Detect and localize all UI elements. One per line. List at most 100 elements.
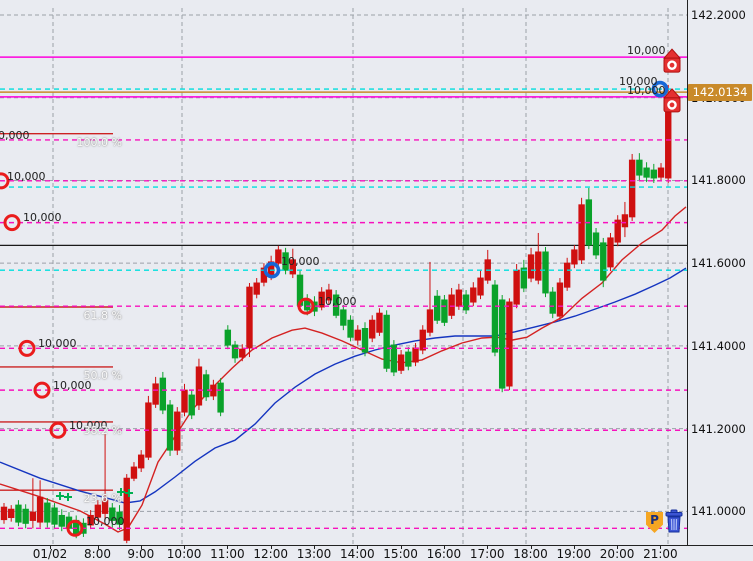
candle-body bbox=[513, 269, 520, 305]
current-price-badge: 142.0134 bbox=[688, 84, 752, 101]
order-marker-circle[interactable] bbox=[49, 421, 67, 439]
candle-body bbox=[563, 262, 571, 288]
order-marker-circle[interactable] bbox=[0, 172, 10, 190]
candle-body bbox=[397, 354, 405, 371]
candle-body bbox=[592, 232, 600, 256]
candle-body bbox=[159, 377, 167, 411]
candle-body bbox=[376, 312, 383, 333]
candle-body bbox=[44, 502, 51, 523]
candle-body bbox=[470, 287, 477, 303]
candle-body bbox=[318, 291, 325, 308]
candle-body bbox=[441, 299, 448, 323]
candle-body bbox=[181, 389, 188, 413]
candle-body bbox=[15, 504, 22, 523]
candle-body bbox=[289, 259, 297, 275]
candle-body bbox=[643, 167, 650, 178]
candle-body bbox=[535, 251, 542, 281]
candle-body bbox=[137, 454, 145, 469]
candle-body bbox=[621, 214, 629, 228]
candle-body bbox=[578, 204, 585, 261]
candle-body bbox=[614, 219, 621, 243]
candle-body bbox=[520, 267, 528, 289]
candle-body bbox=[123, 477, 130, 541]
candle-body bbox=[636, 159, 643, 176]
candle-body bbox=[347, 319, 354, 338]
order-pin-ring-icon bbox=[667, 100, 677, 110]
candle-body bbox=[224, 329, 232, 346]
candle-body bbox=[340, 309, 347, 326]
candle-body bbox=[239, 348, 246, 358]
candle-body bbox=[22, 508, 29, 524]
candle-body bbox=[94, 504, 102, 518]
candle-body bbox=[325, 289, 333, 301]
candle-body bbox=[405, 351, 412, 367]
order-pin-ring-icon bbox=[667, 60, 677, 70]
candle-body bbox=[390, 344, 398, 373]
candle-body bbox=[361, 328, 369, 353]
candle-body bbox=[195, 366, 203, 406]
candle-body bbox=[542, 251, 549, 294]
candle-body bbox=[0, 506, 8, 521]
candle-body bbox=[498, 299, 506, 389]
candle-body bbox=[650, 169, 657, 179]
candle-body bbox=[455, 289, 463, 307]
candle-body bbox=[231, 344, 239, 359]
candle-body bbox=[600, 242, 607, 281]
candle-body bbox=[188, 394, 195, 416]
candle-body bbox=[571, 249, 578, 265]
candle-body bbox=[130, 466, 138, 479]
candle-body bbox=[58, 514, 65, 527]
candle-body bbox=[434, 295, 441, 321]
candle-body bbox=[354, 329, 361, 341]
price-axis[interactable] bbox=[687, 0, 753, 545]
trash-icon[interactable] bbox=[664, 509, 684, 534]
candle-body bbox=[556, 282, 564, 317]
order-marker-circle[interactable] bbox=[18, 339, 36, 357]
candle-body bbox=[506, 301, 513, 387]
candle-body bbox=[412, 347, 419, 363]
ma-slow-line bbox=[0, 267, 687, 504]
candle-body bbox=[202, 374, 210, 398]
candle-body bbox=[51, 507, 58, 525]
order-pin-icon[interactable] bbox=[662, 48, 682, 59]
candle-body bbox=[448, 294, 455, 316]
order-marker-circle[interactable] bbox=[3, 214, 21, 232]
order-pin-icon[interactable] bbox=[663, 97, 681, 113]
candle-body bbox=[29, 511, 37, 521]
candle-body bbox=[628, 159, 636, 218]
candle-body bbox=[419, 329, 426, 351]
order-marker-circle-blue[interactable] bbox=[651, 80, 669, 98]
candle-body bbox=[477, 277, 484, 296]
candle-body bbox=[383, 314, 390, 369]
order-marker-circle[interactable] bbox=[33, 381, 51, 399]
candle-body bbox=[282, 252, 289, 271]
order-marker-circle[interactable] bbox=[297, 297, 315, 315]
order-pin-icon[interactable] bbox=[663, 57, 681, 73]
time-axis[interactable] bbox=[0, 545, 753, 561]
candle-body bbox=[101, 499, 109, 514]
candle-body bbox=[275, 249, 282, 264]
candle-body bbox=[109, 507, 116, 521]
candle-body bbox=[174, 411, 181, 451]
candle-body bbox=[116, 511, 123, 525]
candle-body bbox=[369, 319, 376, 339]
candle-body bbox=[462, 294, 470, 311]
candle-body bbox=[491, 284, 499, 353]
order-marker-circle-blue[interactable] bbox=[263, 261, 281, 279]
candle-body bbox=[607, 237, 614, 268]
candle-body bbox=[152, 383, 159, 405]
candle-body bbox=[8, 508, 15, 519]
order-marker-circle[interactable] bbox=[66, 519, 84, 537]
candle-body bbox=[246, 286, 253, 349]
position-badge-icon[interactable]: P bbox=[646, 512, 663, 533]
candle-body bbox=[426, 309, 434, 333]
candle-body bbox=[166, 404, 174, 451]
candle-body bbox=[527, 254, 535, 279]
candle-body bbox=[87, 514, 94, 526]
candle-body bbox=[253, 282, 260, 295]
candle-body bbox=[217, 382, 224, 413]
candle-body bbox=[332, 294, 340, 316]
candle-body bbox=[36, 496, 44, 523]
